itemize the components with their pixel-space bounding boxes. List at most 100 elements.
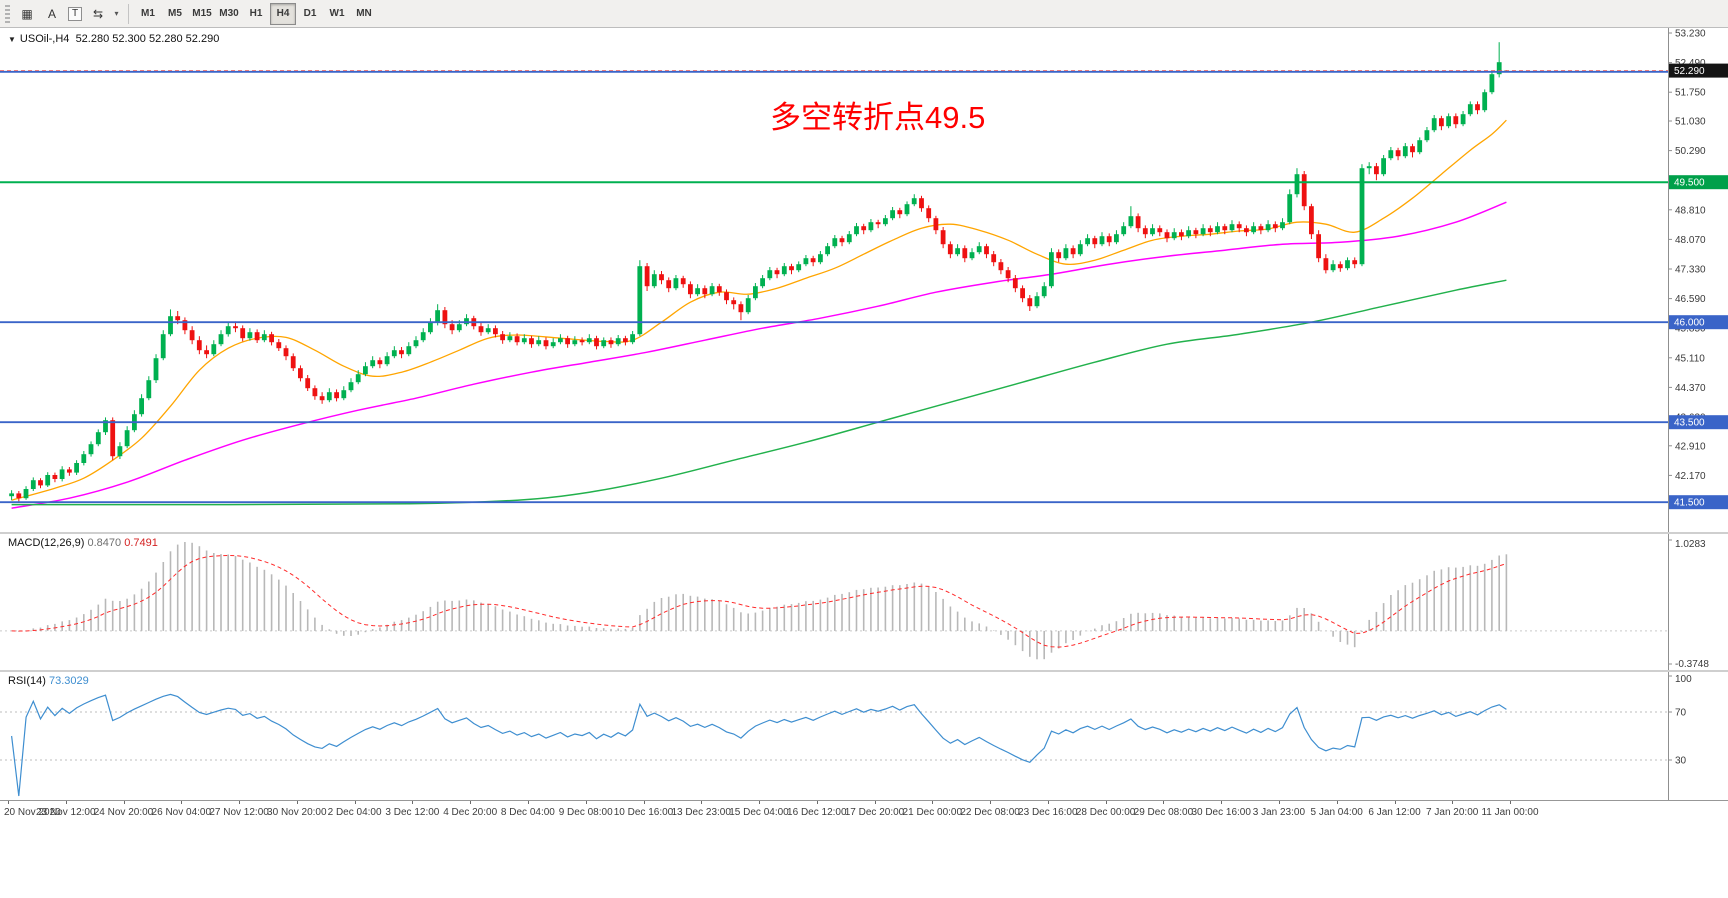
rsi-svg[interactable]: 100 70 30 (0, 672, 1728, 800)
rsi-title: RSI(14) (8, 675, 46, 687)
time-tick (1510, 801, 1511, 804)
time-tick (1105, 801, 1107, 804)
timeframe-w1-button[interactable]: W1 (329, 8, 345, 19)
time-tick (585, 801, 587, 804)
collapse-caret-icon[interactable]: ▼ (8, 35, 16, 44)
time-axis-label: 30 Dec 16:00 (1191, 807, 1251, 818)
candles-layer[interactable] (9, 42, 1509, 502)
dropdown-caret-icon[interactable]: ▾ (114, 9, 119, 18)
timeframe-h1-button[interactable]: H1 (249, 8, 263, 19)
time-tick (527, 801, 529, 804)
svg-text:50.290: 50.290 (1675, 146, 1706, 157)
svg-text:51.750: 51.750 (1675, 88, 1706, 99)
macd-panel: 1.0283 -0.3748 MACD(12,26,9) 0.8470 0.749… (0, 532, 1728, 670)
time-tick (123, 801, 125, 804)
time-tick (643, 801, 645, 804)
price-chart-svg[interactable]: 53.23052.49051.75051.03050.29049.55048.8… (0, 28, 1728, 532)
timeframe-m15-button[interactable]: M15 (192, 8, 212, 19)
macd-label: MACD(12,26,9) 0.8470 0.7491 (8, 537, 158, 549)
text-label-icon[interactable]: T (65, 3, 85, 25)
toolbar-separator (128, 3, 129, 24)
time-axis-label: 22 Dec 08:00 (960, 807, 1020, 818)
time-tick (412, 801, 414, 804)
timeframe-h4-button[interactable]: H4 (270, 2, 296, 25)
time-tick (8, 801, 9, 804)
time-axis-label: 16 Dec 12:00 (787, 807, 847, 818)
ma-slow-line (11, 279, 1507, 506)
svg-text:30: 30 (1675, 756, 1687, 767)
ohlc-values: 52.280 52.300 52.280 52.290 (75, 33, 220, 45)
timeframe-m5-button[interactable]: M5 (168, 8, 182, 19)
svg-text:48.070: 48.070 (1675, 235, 1706, 246)
time-tick (874, 801, 876, 804)
time-tick (1163, 801, 1165, 804)
time-tick (1452, 801, 1454, 804)
chart-window-icon[interactable]: ▦ (21, 6, 33, 21)
svg-text:43.500: 43.500 (1674, 418, 1705, 429)
time-axis-label: 24 Nov 20:00 (93, 807, 154, 818)
time-axis-label: 28 Dec 00:00 (1075, 807, 1136, 818)
price-axis[interactable]: 53.23052.49051.75051.03050.29049.55048.8… (1668, 28, 1707, 532)
hline-43500-badge: 43.500 (1669, 415, 1728, 430)
chart-annotation-text[interactable]: 多空转折点49.5 (770, 100, 986, 135)
rsi-label: RSI(14) 73.3029 (8, 675, 89, 687)
svg-text:100: 100 (1675, 674, 1692, 685)
time-axis-label: 3 Dec 12:00 (385, 807, 440, 818)
macd-axis[interactable]: 1.0283 -0.3748 (1668, 534, 1710, 670)
macd-signal-line (11, 554, 1507, 648)
svg-text:51.030: 51.030 (1675, 117, 1706, 128)
time-tick (239, 801, 241, 804)
time-axis-label: 9 Dec 08:00 (558, 807, 613, 818)
macd-signal-value: 0.7491 (124, 537, 158, 549)
bid-line-badge: 52.290 (1669, 63, 1728, 78)
ma-mid-line (11, 201, 1507, 509)
timeframe-m30-button[interactable]: M30 (219, 8, 239, 19)
svg-text:53.230: 53.230 (1675, 29, 1706, 40)
svg-text:-0.3748: -0.3748 (1675, 659, 1709, 670)
svg-text:1.0283: 1.0283 (1675, 539, 1706, 550)
time-tick (65, 801, 67, 804)
svg-text:47.330: 47.330 (1675, 265, 1706, 276)
symbol-ohlc-label: ▼ USOil-,H4 52.280 52.300 52.280 52.290 (8, 33, 219, 45)
time-axis[interactable]: 20 Nov 2020 23 Nov 12:00 24 Nov 20:00 26 No… (0, 800, 1728, 824)
timeframe-d1-button[interactable]: D1 (303, 8, 317, 19)
svg-text:52.290: 52.290 (1674, 66, 1705, 77)
line-studies-icon[interactable]: ⇆ (92, 6, 104, 21)
time-tick (759, 801, 760, 804)
time-tick (990, 801, 992, 804)
time-axis-label: 15 Dec 04:00 (729, 807, 789, 818)
time-axis-label: 6 Jan 12:00 (1368, 807, 1421, 818)
timeframe-mn-button[interactable]: MN (356, 8, 372, 19)
timeframe-m1-button[interactable]: M1 (141, 8, 155, 19)
time-axis-label: 13 Dec 23:00 (671, 807, 731, 818)
time-axis-label: 10 Dec 16:00 (613, 807, 674, 818)
svg-text:46.000: 46.000 (1674, 318, 1705, 329)
price-chart-panel: 53.23052.49051.75051.03050.29049.55048.8… (0, 28, 1728, 532)
macd-histogram (17, 542, 1508, 660)
time-axis-label: 29 Dec 08:00 (1133, 807, 1194, 818)
time-axis-label: 20 Nov 2020 (4, 807, 61, 818)
time-axis-label: 23 Nov 12:00 (36, 807, 96, 818)
text-annotation-icon[interactable]: A (47, 6, 56, 21)
svg-text:46.590: 46.590 (1675, 294, 1706, 305)
toolbar: ▦ A T ⇆ ▾ M1 M5 M15 M30 H1 H4 D1 W1 MN (0, 0, 1728, 28)
rsi-line (11, 693, 1507, 797)
time-tick (470, 801, 472, 804)
macd-svg[interactable]: 1.0283 -0.3748 (0, 534, 1728, 670)
time-tick (1336, 801, 1338, 804)
rsi-axis[interactable]: 100 70 30 (1668, 672, 1693, 800)
svg-text:42.910: 42.910 (1675, 441, 1706, 452)
svg-text:45.110: 45.110 (1675, 353, 1705, 364)
macd-title: MACD(12,26,9) (8, 537, 85, 549)
svg-text:48.810: 48.810 (1675, 205, 1706, 216)
time-axis-label: 26 Nov 04:00 (151, 807, 212, 818)
toolbar-grip[interactable] (5, 4, 10, 23)
svg-text:41.500: 41.500 (1674, 498, 1705, 509)
time-tick (296, 801, 298, 804)
hline-41500-badge: 41.500 (1669, 495, 1728, 510)
time-axis-label: 21 Dec 00:00 (902, 807, 963, 818)
time-axis-label: 27 Nov 12:00 (209, 807, 269, 818)
rsi-panel: 100 70 30 RSI(14) 73.3029 (0, 670, 1728, 800)
svg-text:44.370: 44.370 (1675, 383, 1706, 394)
